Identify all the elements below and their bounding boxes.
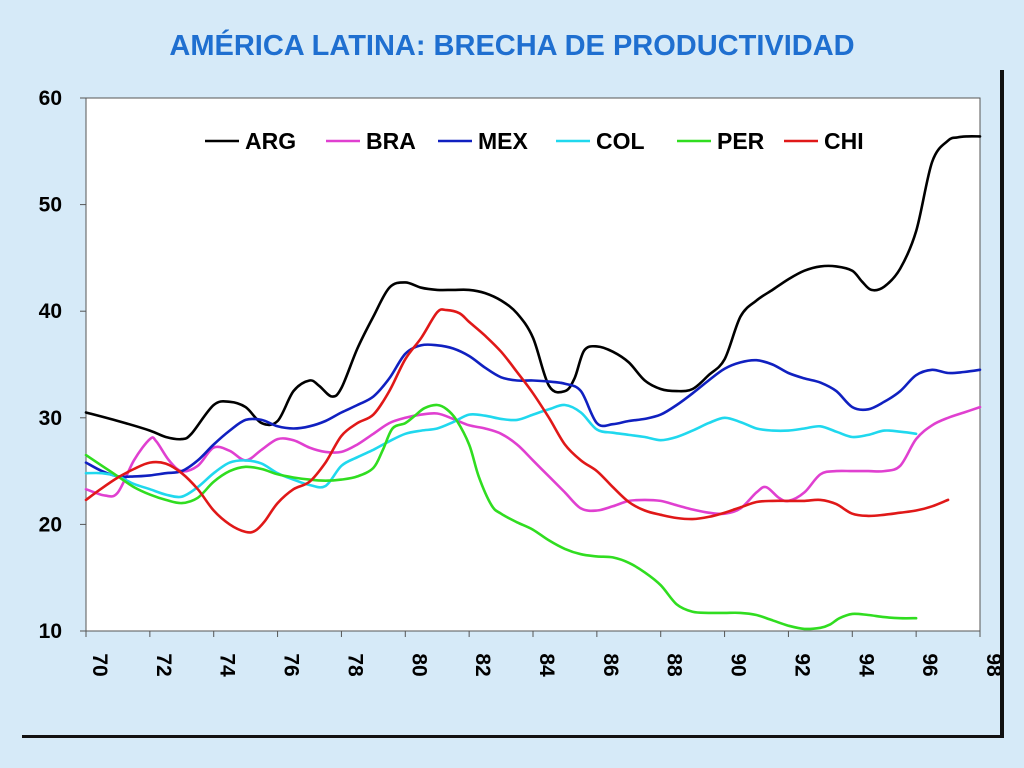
x-tick-label: 98 [982, 653, 1005, 677]
axes: 10 20 30 40 50 60 70 72 74 76 78 80 82 84 86 88 90 92 94 96… [39, 87, 1005, 677]
y-tick-label: 50 [39, 194, 62, 217]
x-tick-label: 78 [343, 653, 366, 677]
x-tick-label: 74 [216, 653, 239, 677]
series-line-per [84, 403, 918, 631]
series-lines [84, 135, 982, 631]
legend-label-chi: CHI [824, 128, 864, 154]
series-line-mex [84, 343, 982, 479]
legend-label-col: COL [596, 128, 645, 154]
x-tick-label: 90 [727, 653, 750, 676]
x-tick-label: 96 [918, 653, 941, 676]
legend-label-bra: BRA [366, 128, 416, 154]
x-tick-label: 86 [599, 653, 622, 676]
x-tick-label: 88 [663, 653, 686, 677]
series-line-col [84, 403, 918, 499]
y-tick-label: 20 [39, 513, 62, 536]
x-tick-label: 92 [790, 653, 813, 676]
legend: ARG BRA MEX COL PER CHI [205, 128, 864, 154]
x-tick-label: 84 [535, 653, 558, 677]
x-tick-label: 76 [280, 653, 303, 676]
x-tick-label: 94 [854, 653, 877, 677]
legend-label-mex: MEX [478, 128, 529, 154]
x-tick-label: 70 [88, 653, 111, 676]
series-line-bra [84, 405, 982, 516]
y-tick-label: 30 [39, 407, 62, 430]
frame-line-bottom [22, 735, 1004, 738]
y-tick-label: 40 [39, 300, 62, 323]
x-tick-label: 82 [471, 653, 494, 676]
series-line-chi [84, 308, 950, 534]
chart-title: AMÉRICA LATINA: BRECHA DE PRODUCTIVIDAD [169, 30, 855, 62]
legend-label-arg: ARG [245, 128, 296, 154]
legend-label-per: PER [717, 128, 765, 154]
frame-line-right [1000, 70, 1004, 738]
x-tick-label: 80 [407, 653, 430, 676]
y-tick-label: 60 [39, 87, 62, 110]
x-tick-label: 72 [152, 653, 175, 676]
y-tick-label: 10 [39, 620, 62, 643]
plot-area [85, 97, 981, 632]
